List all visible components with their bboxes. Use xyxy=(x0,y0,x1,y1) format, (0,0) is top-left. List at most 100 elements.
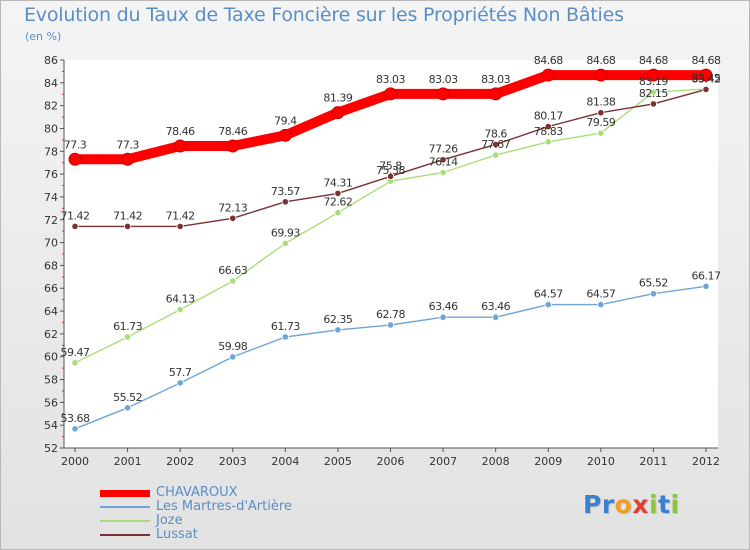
data-label: 83.03 xyxy=(376,73,405,86)
data-point xyxy=(334,209,342,217)
data-label: 59.98 xyxy=(218,340,247,353)
data-point xyxy=(173,139,187,153)
x-tick-label: 2006 xyxy=(377,455,405,468)
data-point xyxy=(121,152,135,166)
data-point xyxy=(123,333,132,341)
data-label: 84.68 xyxy=(639,54,668,67)
y-tick-label: 78 xyxy=(44,145,58,158)
data-point xyxy=(492,140,500,149)
data-point xyxy=(226,139,240,153)
logo-letter: i xyxy=(670,490,680,519)
data-label: 69.93 xyxy=(271,226,300,239)
data-point xyxy=(544,300,552,309)
y-tick-label: 86 xyxy=(44,54,58,67)
y-tick-label: 62 xyxy=(44,328,58,341)
legend-swatch xyxy=(100,506,150,508)
logo-letter: i xyxy=(649,490,659,519)
data-label: 64.57 xyxy=(586,288,615,301)
data-label: 83.19 xyxy=(639,75,668,88)
data-point xyxy=(331,106,345,120)
data-point xyxy=(229,353,237,361)
data-point xyxy=(439,313,447,321)
data-label: 72.62 xyxy=(323,196,352,209)
data-label: 66.17 xyxy=(692,269,721,282)
x-tick-label: 2012 xyxy=(692,455,720,468)
data-label: 72.13 xyxy=(218,201,247,214)
data-label: 77.26 xyxy=(429,143,458,156)
data-label: 82.15 xyxy=(639,87,668,100)
y-tick-label: 56 xyxy=(44,396,58,409)
data-point xyxy=(699,68,713,82)
data-point xyxy=(597,300,605,309)
data-label: 78.6 xyxy=(484,127,507,140)
legend-label: Lussat xyxy=(156,527,198,542)
y-tick-label: 60 xyxy=(44,351,58,364)
data-point xyxy=(281,198,289,206)
data-point xyxy=(278,128,292,142)
legend-swatch xyxy=(100,534,150,536)
y-tick-label: 54 xyxy=(44,419,58,432)
data-label: 64.13 xyxy=(166,293,195,306)
data-label: 62.78 xyxy=(376,308,405,321)
data-point xyxy=(541,68,555,82)
data-point xyxy=(702,282,710,290)
logo-letter: r xyxy=(601,490,615,519)
chart-title: Evolution du Taux de Taxe Foncière sur l… xyxy=(24,4,624,26)
y-tick-label: 58 xyxy=(44,374,58,387)
data-label: 78.83 xyxy=(534,125,563,138)
data-label: 81.38 xyxy=(586,96,615,109)
data-label: 78.46 xyxy=(166,125,195,138)
data-label: 71.42 xyxy=(166,209,195,222)
data-label: 81.39 xyxy=(323,92,352,105)
logo-letter: x xyxy=(632,490,649,519)
data-label: 83.45 xyxy=(692,72,721,85)
data-point xyxy=(597,109,605,117)
data-point xyxy=(334,326,342,334)
data-label: 74.31 xyxy=(323,176,352,189)
data-label: 83.03 xyxy=(481,73,510,86)
y-tick-label: 52 xyxy=(44,442,58,455)
data-point xyxy=(436,87,450,101)
data-label: 65.52 xyxy=(639,277,668,290)
data-label: 57.7 xyxy=(169,366,192,379)
x-tick-label: 2002 xyxy=(166,455,194,468)
x-tick-label: 2000 xyxy=(61,455,89,468)
x-tick-label: 2007 xyxy=(429,455,457,468)
data-point xyxy=(71,359,79,367)
data-label: 75.38 xyxy=(376,164,405,177)
legend-label: Les Martres-d'Artière xyxy=(156,499,292,514)
plot-area xyxy=(64,60,718,448)
x-tick-label: 2010 xyxy=(587,455,615,468)
data-label: 78.46 xyxy=(218,125,247,138)
data-point xyxy=(492,313,500,321)
data-label: 83.03 xyxy=(429,73,458,86)
legend-label: Joze xyxy=(156,513,183,528)
data-point xyxy=(544,122,552,131)
x-tick-label: 2005 xyxy=(324,455,352,468)
logo-letter: P xyxy=(583,490,602,519)
y-tick-label: 80 xyxy=(44,122,58,135)
y-tick-label: 82 xyxy=(44,100,58,113)
x-tick-label: 2008 xyxy=(482,455,510,468)
data-point xyxy=(281,239,289,247)
data-label: 77.67 xyxy=(481,138,510,151)
data-label: 71.42 xyxy=(113,209,142,222)
data-label: 77.3 xyxy=(64,138,87,151)
y-tick-label: 74 xyxy=(44,191,58,204)
y-tick-label: 68 xyxy=(44,259,58,272)
y-tick-label: 72 xyxy=(44,214,58,227)
data-point xyxy=(702,85,710,94)
data-point xyxy=(649,290,658,298)
data-label: 80.17 xyxy=(534,110,563,123)
data-label: 79.59 xyxy=(586,116,615,129)
data-label: 77.3 xyxy=(116,138,139,151)
x-tick-label: 2004 xyxy=(271,455,299,468)
data-point xyxy=(439,156,447,164)
data-point xyxy=(68,152,82,166)
data-point xyxy=(229,277,237,285)
data-point xyxy=(386,321,395,329)
data-point xyxy=(176,305,184,314)
data-point xyxy=(123,404,132,412)
x-tick-label: 2003 xyxy=(219,455,247,468)
